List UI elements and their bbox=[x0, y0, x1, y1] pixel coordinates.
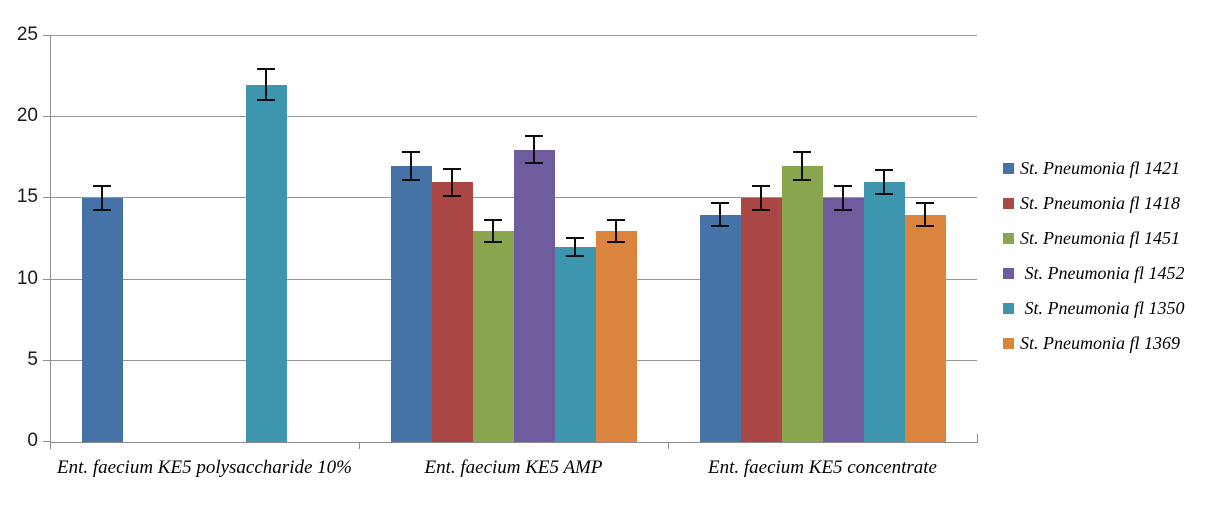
error-bar-cap-top bbox=[752, 185, 770, 188]
category-label: Ent. faecium KE5 AMP bbox=[424, 457, 603, 478]
y-axis-tick-label: 0 bbox=[27, 430, 38, 451]
y-axis-tick-label: 20 bbox=[16, 105, 38, 127]
legend-label: St. Pneumonia fl 1369 bbox=[1020, 332, 1180, 353]
error-bar bbox=[801, 151, 803, 181]
y-axis-tick bbox=[43, 278, 50, 280]
legend-item: St. Pneumonia fl 1369 bbox=[1003, 333, 1180, 353]
y-axis-line bbox=[50, 36, 51, 449]
legend-item: St. Pneumonia fl 1418 bbox=[1003, 193, 1180, 213]
legend-swatch-st-pneumonia-fl-1350 bbox=[1003, 302, 1014, 314]
error-bar-cap-top bbox=[257, 68, 275, 71]
legend-label: St. Pneumonia fl 1451 bbox=[1020, 227, 1180, 248]
bar-st-pneumonia-fl-1421-group1 bbox=[81, 198, 123, 442]
error-bar-cap-bottom bbox=[793, 178, 811, 181]
y-axis-tick-label: 25 bbox=[16, 24, 38, 45]
legend-swatch-st-pneumonia-fl-1369 bbox=[1003, 337, 1014, 349]
gridline bbox=[50, 35, 977, 36]
bar-st-pneumonia-fl-1451-group3 bbox=[781, 165, 823, 442]
error-bar bbox=[842, 185, 844, 212]
error-bar-cap-bottom bbox=[257, 98, 275, 101]
error-bar-cap-top bbox=[793, 151, 811, 154]
error-bar-cap-top bbox=[93, 185, 111, 188]
error-bar-cap-top bbox=[711, 202, 729, 205]
bar-st-pneumonia-fl-1350-group3 bbox=[863, 182, 905, 442]
error-bar bbox=[760, 185, 762, 212]
error-bar bbox=[265, 68, 267, 101]
y-axis-tick bbox=[43, 441, 50, 442]
legend-label: St. Pneumonia fl 1418 bbox=[1020, 192, 1180, 213]
error-bar-cap-bottom bbox=[443, 194, 461, 197]
legend-label: St. Pneumonia fl 1350 bbox=[1020, 297, 1185, 318]
error-bar bbox=[924, 202, 926, 227]
legend-item: St. Pneumonia fl 1421 bbox=[1003, 158, 1180, 178]
y-axis-tick-label: 15 bbox=[16, 186, 38, 208]
legend-swatch-st-pneumonia-fl-1418 bbox=[1003, 197, 1014, 209]
bar-st-pneumonia-fl-1350-group2 bbox=[554, 247, 596, 442]
bar-st-pneumonia-fl-1418-group2 bbox=[431, 182, 473, 442]
error-bar-cap-bottom bbox=[752, 209, 770, 212]
bar-st-pneumonia-fl-1421-group3 bbox=[699, 214, 741, 442]
error-bar-cap-bottom bbox=[875, 193, 893, 196]
bar-st-pneumonia-fl-1452-group3 bbox=[822, 198, 864, 442]
error-bar-cap-top bbox=[607, 218, 625, 221]
error-bar bbox=[719, 202, 721, 227]
error-bar-cap-bottom bbox=[566, 254, 584, 257]
legend-item: St. Pneumonia fl 1350 bbox=[1003, 298, 1185, 318]
category-label: Ent. faecium KE5 polysaccharide 10% bbox=[57, 457, 352, 478]
y-axis-tick bbox=[43, 197, 50, 199]
error-bar-cap-top bbox=[916, 202, 934, 205]
x-axis-tick bbox=[668, 443, 669, 449]
error-bar-cap-bottom bbox=[484, 241, 502, 244]
legend-label: St. Pneumonia fl 1421 bbox=[1020, 157, 1180, 178]
bar-st-pneumonia-fl-1369-group3 bbox=[904, 214, 946, 442]
error-bar bbox=[574, 237, 576, 257]
error-bar bbox=[451, 167, 453, 197]
error-bar-cap-top bbox=[402, 151, 420, 154]
error-bar-cap-bottom bbox=[834, 209, 852, 212]
y-axis-tick-label: 10 bbox=[16, 267, 38, 289]
error-bar-cap-top bbox=[566, 237, 584, 240]
error-bar-cap-bottom bbox=[711, 224, 729, 227]
gridline bbox=[50, 116, 977, 118]
legend-swatch-st-pneumonia-fl-1452 bbox=[1003, 267, 1014, 279]
category-label: Ent. faecium KE5 concentrate bbox=[708, 457, 937, 478]
error-bar-cap-bottom bbox=[93, 209, 111, 212]
error-bar-cap-top bbox=[834, 185, 852, 188]
error-bar bbox=[533, 135, 535, 165]
bar-st-pneumonia-fl-1451-group2 bbox=[472, 230, 514, 442]
bar-st-pneumonia-fl-1418-group3 bbox=[740, 198, 782, 442]
error-bar-cap-bottom bbox=[525, 162, 543, 165]
bar-st-pneumonia-fl-1369-group2 bbox=[595, 230, 637, 442]
error-bar bbox=[615, 218, 617, 244]
y-axis-tick-label: 5 bbox=[27, 348, 38, 370]
error-bar-cap-top bbox=[443, 167, 461, 170]
y-axis-tick bbox=[43, 116, 50, 118]
error-bar-cap-top bbox=[525, 135, 543, 138]
error-bar bbox=[101, 185, 103, 212]
error-bar-cap-top bbox=[875, 169, 893, 172]
error-bar-cap-bottom bbox=[402, 178, 420, 181]
legend-label: St. Pneumonia fl 1452 bbox=[1020, 262, 1185, 283]
legend-swatch-st-pneumonia-fl-1451 bbox=[1003, 232, 1014, 244]
error-bar bbox=[492, 218, 494, 244]
x-axis-tick bbox=[359, 443, 360, 449]
x-axis-end-tick bbox=[977, 434, 978, 442]
error-bar-cap-bottom bbox=[916, 224, 934, 227]
legend-item: St. Pneumonia fl 1452 bbox=[1003, 263, 1185, 283]
error-bar-cap-top bbox=[484, 218, 502, 221]
y-axis-tick bbox=[43, 359, 50, 361]
bar-st-pneumonia-fl-1452-group2 bbox=[513, 149, 555, 442]
x-axis-line bbox=[50, 442, 978, 443]
legend-swatch-st-pneumonia-fl-1421 bbox=[1003, 162, 1014, 174]
error-bar-cap-bottom bbox=[607, 241, 625, 244]
y-axis-tick bbox=[43, 35, 50, 36]
legend-item: St. Pneumonia fl 1451 bbox=[1003, 228, 1180, 248]
bar-st-pneumonia-fl-1421-group2 bbox=[390, 165, 432, 442]
error-bar bbox=[883, 169, 885, 196]
bar-st-pneumonia-fl-1350-group1 bbox=[245, 84, 287, 442]
error-bar bbox=[410, 151, 412, 181]
